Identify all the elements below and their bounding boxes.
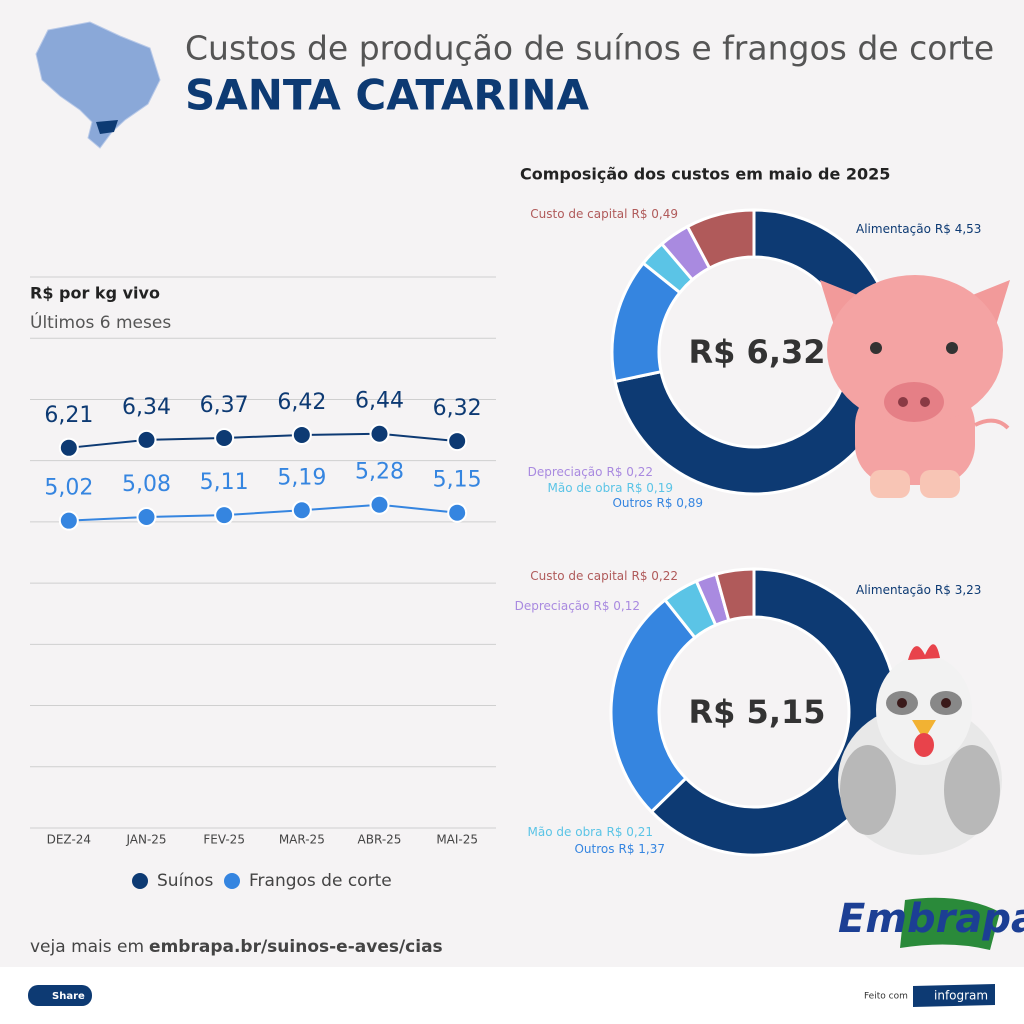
data-label: 5,11 xyxy=(200,470,249,495)
segment-value: R$ 1,37 xyxy=(618,842,665,856)
footer-bar xyxy=(0,967,1024,1024)
data-point xyxy=(136,506,157,527)
x-tick-label: FEV-25 xyxy=(203,833,245,847)
segment-value: R$ 0,22 xyxy=(631,569,678,583)
line-chart-title: R$ por kg vivo xyxy=(30,284,160,303)
charts: DEZ-24 JAN-25 FEV-25 MAR-25 ABR-25 MAI-25 6,21… xyxy=(30,207,981,891)
series-line xyxy=(68,432,458,449)
segment-label: Depreciação R$ 0,12 xyxy=(515,599,640,613)
footer-link[interactable]: embrapa.br/suinos-e-aves/cias xyxy=(149,937,443,957)
segment-label: Alimentação R$ 3,23 xyxy=(856,583,981,597)
data-point xyxy=(447,502,468,523)
segment-label: Alimentação R$ 4,53 xyxy=(856,222,981,236)
segment-label: Custo de capital R$ 0,22 xyxy=(530,569,678,583)
segment-value: R$ 4,53 xyxy=(935,222,982,236)
data-label: 6,21 xyxy=(44,403,93,428)
x-tick-label: DEZ-24 xyxy=(47,833,91,847)
title: Custos de produção de suínos e frangos d… xyxy=(185,29,994,68)
footer-prefix: veja mais em xyxy=(30,937,144,957)
segment-name: Custo de capital xyxy=(530,207,627,221)
segment-label: Custo de capital R$ 0,49 xyxy=(530,207,678,221)
data-point xyxy=(291,424,312,445)
legend-marker xyxy=(132,873,148,889)
data-label: 5,02 xyxy=(44,476,93,501)
segment-label: Outros R$ 1,37 xyxy=(574,842,665,856)
segment-value: R$ 0,21 xyxy=(606,825,653,839)
data-label: 5,08 xyxy=(122,472,171,497)
infogram-badge[interactable] xyxy=(913,984,995,1007)
data-point xyxy=(447,431,468,452)
segment-value: R$ 0,49 xyxy=(631,207,678,221)
footer-text: veja mais em embrapa.br/suinos-e-aves/cia… xyxy=(30,937,443,957)
data-label: 5,19 xyxy=(277,465,326,490)
chicken-illustration xyxy=(838,644,1002,855)
data-label: 6,44 xyxy=(355,389,404,414)
data-point xyxy=(291,500,312,521)
segment-value: R$ 0,89 xyxy=(656,496,703,510)
donut-center-label: R$ 5,15 xyxy=(689,693,826,731)
data-point xyxy=(369,423,390,444)
data-label: 6,34 xyxy=(122,395,171,420)
data-label: 5,28 xyxy=(355,460,404,485)
donut-segment xyxy=(649,567,899,857)
line-chart-subtitle: Últimos 6 meses xyxy=(30,311,171,333)
segment-name: Outros xyxy=(574,842,614,856)
x-tick-label: ABR-25 xyxy=(358,833,402,847)
subtitle: SANTA CATARINA xyxy=(185,71,589,120)
data-label: 6,42 xyxy=(277,390,326,415)
donut-section-title: Composição dos custos em maio de 2025 xyxy=(520,165,890,184)
segment-name: Depreciação xyxy=(515,599,590,613)
segment-label: Mão de obra R$ 0,21 xyxy=(528,825,653,839)
map-santa-catarina xyxy=(96,120,118,134)
share-label[interactable]: Share xyxy=(52,991,85,1002)
data-point xyxy=(369,494,390,515)
donut-segment xyxy=(685,208,756,271)
legend-label: Frangos de corte xyxy=(249,871,392,891)
segment-name: Mão de obra xyxy=(528,825,603,839)
legend-marker xyxy=(224,873,240,889)
segment-label: Mão de obra R$ 0,19 xyxy=(548,481,673,495)
donut-segment xyxy=(714,567,756,623)
share-button[interactable] xyxy=(28,985,92,1006)
logo-text: Embrapa xyxy=(838,896,1024,942)
x-tick-label: MAI-25 xyxy=(436,833,478,847)
segment-name: Mão de obra xyxy=(548,481,623,495)
data-point xyxy=(58,510,79,531)
segment-value: R$ 0,12 xyxy=(593,599,640,613)
legend-label: Suínos xyxy=(157,871,213,891)
data-label: 6,32 xyxy=(433,396,482,421)
segment-value: R$ 3,23 xyxy=(935,583,982,597)
donut-center-label: R$ 6,32 xyxy=(689,333,826,371)
infogram-label[interactable]: infogram xyxy=(934,989,988,1003)
x-tick-label: JAN-25 xyxy=(125,833,166,847)
logo-shape xyxy=(900,897,1000,950)
segment-value: R$ 0,19 xyxy=(626,481,673,495)
data-point xyxy=(214,505,235,526)
segment-name: Alimentação xyxy=(856,583,931,597)
map-brazil xyxy=(35,21,161,149)
segment-name: Depreciação xyxy=(528,465,603,479)
segment-label: Depreciação R$ 0,22 xyxy=(528,465,653,479)
made-with: Feito com xyxy=(864,992,908,1002)
segment-name: Alimentação xyxy=(856,222,931,236)
data-point xyxy=(58,437,79,458)
pig-illustration xyxy=(820,275,1010,498)
segment-name: Outros xyxy=(612,496,652,510)
series-line xyxy=(68,503,458,522)
data-point xyxy=(214,428,235,449)
data-label: 5,15 xyxy=(433,468,482,493)
x-tick-label: MAR-25 xyxy=(279,833,325,847)
data-point xyxy=(136,429,157,450)
data-label: 6,37 xyxy=(200,393,249,418)
segment-label: Outros R$ 0,89 xyxy=(612,496,703,510)
segment-name: Custo de capital xyxy=(530,569,627,583)
segment-value: R$ 0,22 xyxy=(606,465,653,479)
